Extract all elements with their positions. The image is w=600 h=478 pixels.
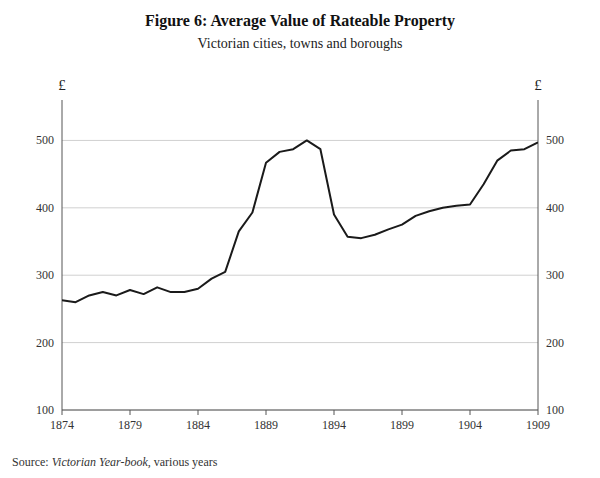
grid-line [62, 342, 538, 343]
line [62, 140, 538, 302]
y-tick-label: 500 [36, 133, 54, 147]
x-tick-label: 1879 [118, 418, 142, 432]
grid-line [62, 410, 538, 411]
x-tick [198, 410, 199, 415]
source-part: , various years [148, 455, 218, 469]
grid [62, 140, 538, 410]
x-tick [62, 410, 63, 415]
y2-tick-label: 400 [546, 201, 564, 215]
y2-tick-label: 300 [546, 268, 564, 282]
x-tick [266, 410, 267, 415]
x-tick [470, 410, 471, 415]
grid-line [62, 140, 538, 141]
y-tick-label: 400 [36, 201, 54, 215]
x-tick-label: 1894 [322, 418, 346, 432]
y2-axis-line [538, 100, 539, 410]
x-tick-label: 1904 [458, 418, 482, 432]
source: Source: Victorian Year-book, various yea… [12, 455, 218, 469]
subtitle: Victorian cities, towns and boroughs [198, 36, 403, 51]
title: Figure 6: Average Value of Rateable Prop… [145, 12, 455, 30]
source-part: Source: [12, 455, 52, 469]
y2-tick-label: 500 [546, 133, 564, 147]
x-tick [130, 410, 131, 415]
grid-line [62, 207, 538, 208]
y-tick-label: 100 [36, 403, 54, 417]
y-axis-line [62, 100, 63, 410]
chart: Figure 6: Average Value of Rateable Prop… [0, 0, 600, 478]
plot-area [62, 140, 538, 302]
x-tick-label: 1889 [254, 418, 278, 432]
x-tick-label: 1899 [390, 418, 414, 432]
y2-tick-label: 200 [546, 336, 564, 350]
grid-line [62, 275, 538, 276]
x-tick [538, 410, 539, 415]
y-axis-label: £ [58, 77, 66, 93]
x-tick [334, 410, 335, 415]
x-tick [402, 410, 403, 415]
x-axis-line [62, 410, 538, 411]
source-part: Victorian Year-book [52, 455, 149, 469]
y2-tick-label: 100 [546, 403, 564, 417]
y-tick-label: 200 [36, 336, 54, 350]
y2-axis-label: £ [534, 77, 542, 93]
x-tick-label: 1874 [50, 418, 74, 432]
x-tick-label: 1909 [526, 418, 550, 432]
background [0, 0, 600, 478]
x-tick-label: 1884 [186, 418, 210, 432]
y-tick-label: 300 [36, 268, 54, 282]
